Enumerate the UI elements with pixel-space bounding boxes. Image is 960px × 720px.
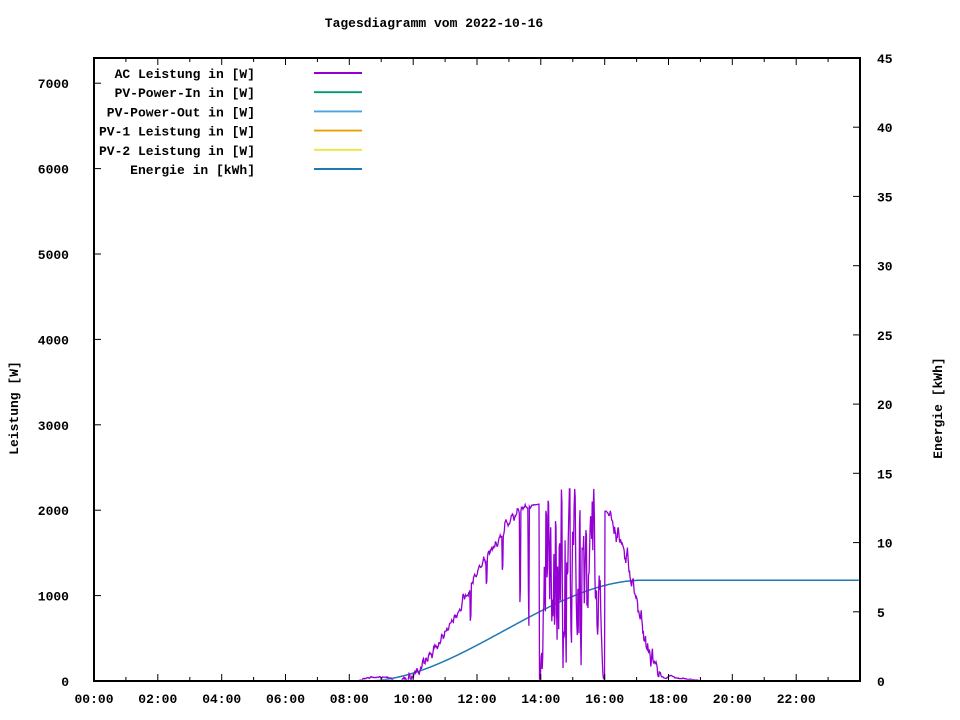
svg-text:10:00: 10:00 [394,692,433,707]
svg-text:Energie in [kWh]: Energie in [kWh] [130,163,255,178]
svg-text:Tagesdiagramm vom 2022-10-16: Tagesdiagramm vom 2022-10-16 [325,16,544,31]
svg-text:30: 30 [877,260,893,275]
svg-text:18:00: 18:00 [649,692,688,707]
svg-text:25: 25 [877,329,893,344]
svg-text:1000: 1000 [38,590,69,605]
svg-text:2000: 2000 [38,504,69,519]
svg-text:15: 15 [877,467,893,482]
svg-text:10: 10 [877,537,893,552]
svg-text:20:00: 20:00 [713,692,752,707]
svg-text:6000: 6000 [38,163,69,178]
svg-text:0: 0 [61,675,69,690]
svg-text:35: 35 [877,190,893,205]
svg-text:12:00: 12:00 [457,692,496,707]
svg-text:14:00: 14:00 [521,692,560,707]
svg-text:3000: 3000 [38,419,69,434]
svg-text:PV-Power-Out in [W]: PV-Power-Out in [W] [107,105,255,120]
svg-text:22:00: 22:00 [777,692,816,707]
svg-text:PV-Power-In in [W]: PV-Power-In in [W] [115,86,255,101]
svg-text:40: 40 [877,121,893,136]
svg-text:06:00: 06:00 [266,692,305,707]
svg-text:08:00: 08:00 [330,692,369,707]
svg-text:04:00: 04:00 [202,692,241,707]
svg-text:0: 0 [877,675,885,690]
svg-text:4000: 4000 [38,333,69,348]
svg-text:Energie [kWh]: Energie [kWh] [931,357,946,458]
svg-text:00:00: 00:00 [74,692,113,707]
svg-text:02:00: 02:00 [138,692,177,707]
svg-text:PV-1 Leistung in [W]: PV-1 Leistung in [W] [99,125,255,140]
svg-text:AC Leistung in [W]: AC Leistung in [W] [115,67,255,82]
svg-text:5: 5 [877,606,885,621]
svg-text:PV-2 Leistung in [W]: PV-2 Leistung in [W] [99,144,255,159]
svg-text:7000: 7000 [38,77,69,92]
svg-text:45: 45 [877,52,893,67]
svg-text:16:00: 16:00 [585,692,624,707]
svg-text:5000: 5000 [38,248,69,263]
svg-text:Leistung [W]: Leistung [W] [7,361,22,455]
svg-text:20: 20 [877,398,893,413]
